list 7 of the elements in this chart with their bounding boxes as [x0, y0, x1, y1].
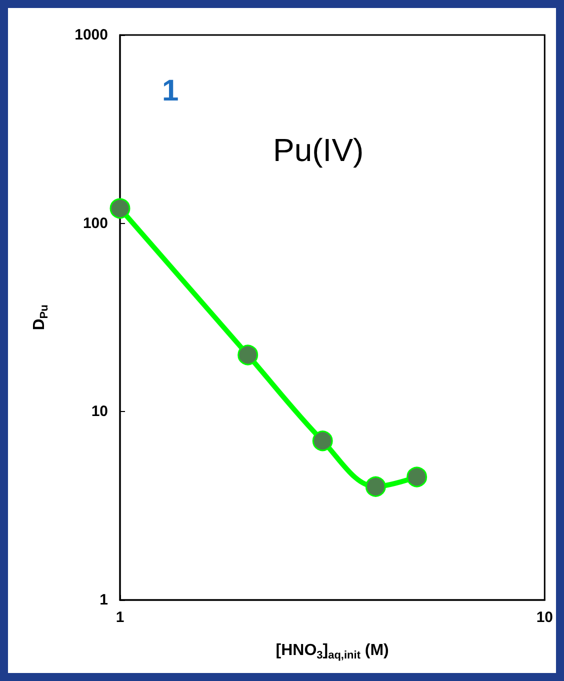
y-tick-label: 10 — [91, 403, 108, 420]
annotation: 1 — [162, 74, 179, 108]
y-tick-label: 1000 — [74, 26, 108, 44]
y-tick-label: 100 — [82, 214, 108, 232]
y-tick-label: 1 — [100, 592, 108, 608]
annotation: Pu(IV) — [273, 132, 364, 168]
y-axis-title: DPu — [31, 304, 50, 330]
